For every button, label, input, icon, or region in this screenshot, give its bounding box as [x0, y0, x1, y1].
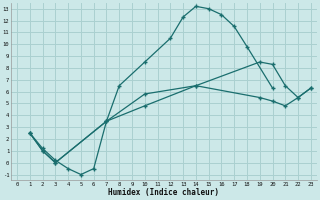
X-axis label: Humidex (Indice chaleur): Humidex (Indice chaleur)	[108, 188, 220, 197]
